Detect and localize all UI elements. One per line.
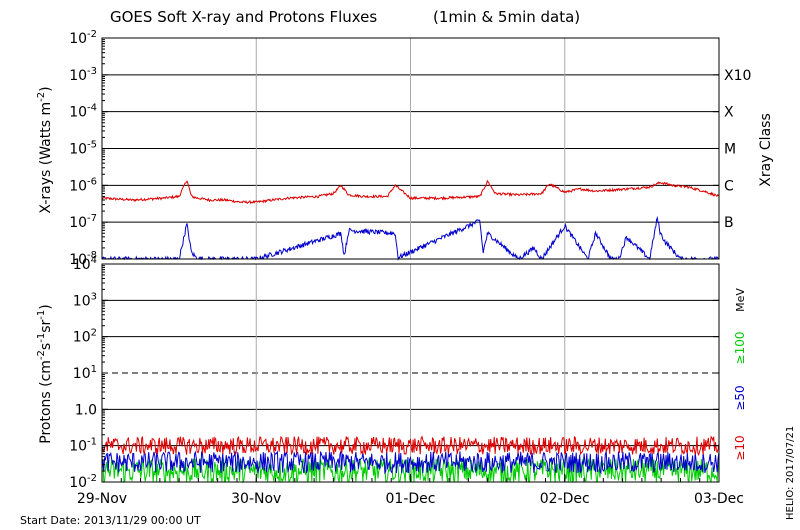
proton-series-line — [101, 435, 720, 457]
xray-class-axis-label: Xray Class — [758, 113, 774, 187]
xray-class-label: B — [724, 215, 734, 231]
legend-50mev: ≥50 — [733, 385, 747, 410]
xray-class-label: X10 — [724, 68, 751, 84]
xray-y-tick-label: 10-5 — [69, 140, 97, 158]
xray-y-tick-label: 10-8 — [69, 250, 97, 268]
proton-y-tick-label: 10-1 — [69, 437, 97, 455]
proton-y-ticks: 104 103 102 101 1.0 10-1 10-2 — [69, 255, 719, 491]
xray-class-label: X — [724, 105, 734, 121]
x-tick-labels: 29-Nov 30-Nov 01-Dec 02-Dec 03-Dec — [77, 474, 744, 507]
xray-y-axis-label: X-rays (Watts m-2) — [36, 86, 54, 213]
proton-unit-label: MeV — [734, 288, 747, 312]
xray-class-label: M — [724, 142, 736, 158]
xray-y-tick-label: 10-3 — [69, 66, 97, 84]
legend-100mev: ≥100 — [733, 332, 747, 365]
proton-y-tick-label: 102 — [73, 328, 97, 346]
credit-label: HELIO: 2017/07/21 — [785, 426, 796, 520]
xray-y-tick-label: 10-7 — [69, 213, 97, 231]
xray-class-label: C — [724, 178, 734, 194]
x-tick-label: 01-Dec — [386, 491, 436, 507]
proton-y-tick-label: 10-2 — [69, 473, 97, 491]
xray-y-tick-label: 10-6 — [69, 176, 97, 194]
xray-class-labels: X10 X M C B — [724, 68, 751, 231]
x-tick-label: 30-Nov — [231, 491, 281, 507]
proton-y-tick-label: 103 — [73, 291, 97, 309]
xray-y-tick-label: 10-4 — [69, 103, 97, 121]
x-tick-label: 29-Nov — [77, 491, 127, 507]
start-date: Start Date: 2013/11/29 00:00 UT — [20, 514, 201, 527]
xray-panel: 10-2 10-3 10-4 10-5 10-6 10-7 10-8 X10 X M C B X-r… — [36, 29, 774, 268]
proton-panel: 104 103 102 101 1.0 10-1 10-2 Protons (cm-2s-1… — [36, 255, 747, 491]
xray-gridlines — [102, 38, 719, 259]
proton-y-tick-label: 1.0 — [75, 402, 97, 418]
proton-y-axis-label: Protons (cm-2s-1sr-1) — [36, 304, 54, 443]
proton-y-tick-label: 101 — [73, 364, 97, 382]
chart-title-note: (1min & 5min data) — [433, 8, 580, 26]
proton-gridlines — [102, 264, 719, 482]
legend-10mev: ≥10 — [733, 435, 747, 460]
xray-y-ticks: 10-2 10-3 10-4 10-5 10-6 10-7 10-8 — [69, 29, 719, 268]
proton-series-line — [101, 450, 720, 475]
xray-y-tick-label: 10-2 — [69, 29, 97, 47]
x-tick-label: 02-Dec — [540, 491, 590, 507]
chart-title: GOES Soft X-ray and Protons Fluxes — [110, 8, 377, 26]
x-tick-label: 03-Dec — [694, 491, 744, 507]
proton-y-tick-label: 104 — [73, 255, 97, 273]
xray-series-line — [101, 179, 720, 205]
